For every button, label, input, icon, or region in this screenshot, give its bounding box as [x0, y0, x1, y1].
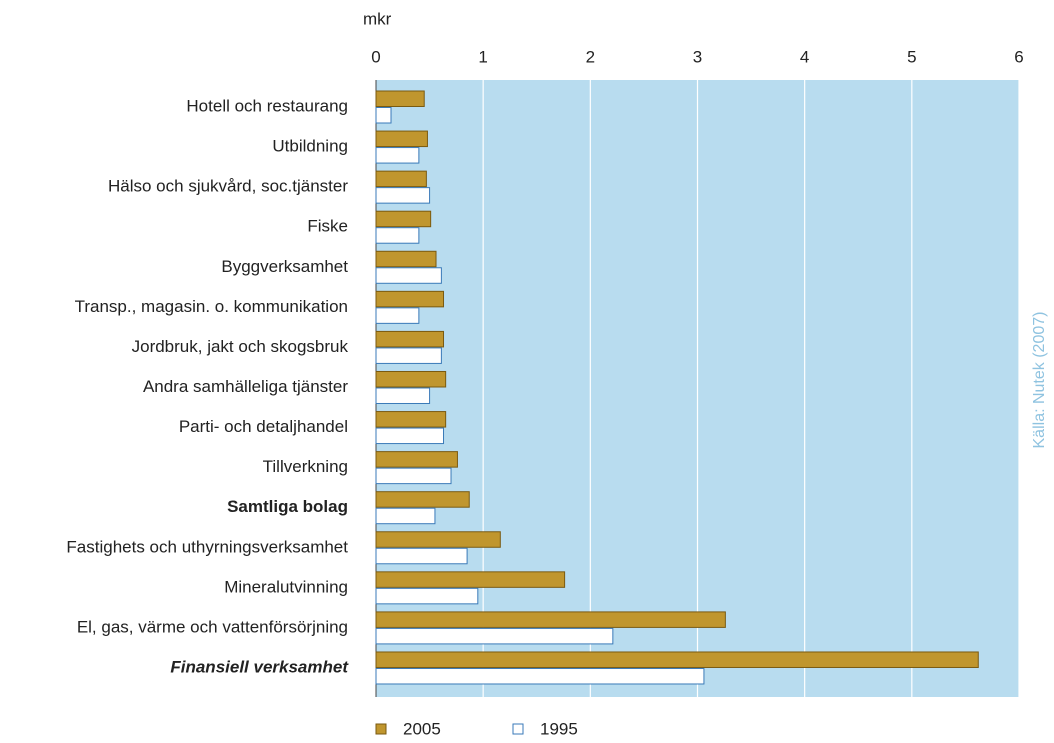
bar	[375, 347, 442, 364]
bar	[375, 411, 447, 428]
source: Källa: Nutek (2007)	[1031, 312, 1048, 449]
y-tick-label: Finansiell verksamhet	[170, 657, 349, 676]
bar	[375, 210, 432, 228]
bar	[375, 387, 431, 404]
bar	[375, 307, 420, 324]
y-tick-label: Hälso och sjukvård, soc.tjänster	[108, 177, 348, 196]
axis-label: mkr	[363, 9, 392, 28]
bar	[375, 370, 447, 388]
bar	[375, 627, 614, 645]
bar	[375, 571, 566, 588]
y-tick-label: Andra samhälleliga tjänster	[143, 377, 348, 396]
bar	[375, 107, 392, 124]
bar	[375, 667, 705, 685]
y-tick-label: Jordbruk, jakt och skogsbruk	[132, 337, 349, 356]
bar	[375, 611, 726, 628]
bar	[375, 130, 428, 148]
x-tick-label: 0	[371, 47, 380, 66]
bar	[375, 170, 427, 188]
x-tick-label: 1	[478, 47, 487, 66]
bar	[375, 250, 437, 268]
y-tick-label: El, gas, värme och vattenförsörjning	[77, 617, 348, 636]
x-tick-label: 2	[586, 47, 595, 66]
x-tick-label: 5	[907, 47, 916, 66]
bar	[375, 267, 442, 284]
y-tick-label: Fiske	[307, 217, 348, 236]
bar	[375, 147, 420, 164]
legend-swatch	[512, 723, 524, 735]
legend-label: 1995	[540, 719, 578, 738]
bar	[375, 227, 420, 244]
bar	[375, 507, 436, 525]
bar	[375, 531, 501, 548]
x-tick-label: 6	[1014, 47, 1023, 66]
bar	[375, 467, 452, 485]
bar	[375, 547, 468, 565]
y-tick-label: Tillverkning	[263, 457, 348, 476]
bar	[375, 187, 431, 204]
y-tick-label: Samtliga bolag	[227, 497, 348, 516]
bar	[375, 90, 425, 107]
bar	[375, 587, 479, 605]
x-tick-label: 3	[693, 47, 702, 66]
y-tick-label: Fastighets och uthyrningsverksamhet	[66, 537, 348, 556]
bar	[375, 491, 470, 508]
legend-label: 2005	[403, 719, 441, 738]
bar	[375, 651, 979, 668]
legend-swatch	[375, 723, 387, 735]
y-tick-label: Utbildning	[272, 137, 348, 156]
bar	[375, 451, 458, 468]
bar	[375, 427, 445, 445]
x-tick-label: 4	[800, 47, 809, 66]
y-tick-label: Hotell och restaurang	[186, 96, 348, 115]
y-tick-label: Transp., magasin. o. kommunikation	[75, 297, 348, 316]
y-tick-label: Byggverksamhet	[221, 257, 348, 276]
bar	[375, 330, 445, 348]
y-tick-label: Mineralutvinning	[224, 577, 348, 596]
y-tick-label: Parti- och detaljhandel	[179, 417, 348, 436]
bar	[375, 290, 445, 308]
